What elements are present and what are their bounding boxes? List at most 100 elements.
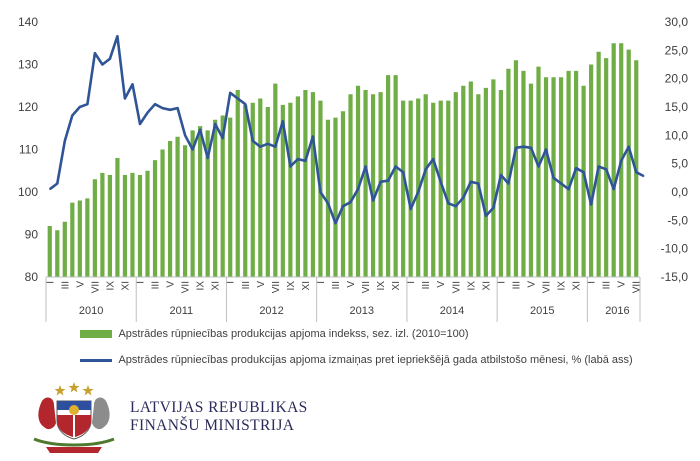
- bar-77: [626, 49, 631, 277]
- left-axis-tick-1: 90: [25, 228, 39, 242]
- line-point-57: [477, 182, 479, 185]
- month-label-2013-4: V: [346, 281, 357, 288]
- month-label-2013-2: III: [331, 281, 342, 289]
- line-point-25: [237, 97, 239, 100]
- bar-71: [581, 85, 586, 277]
- month-label-2015-6: VII: [542, 281, 553, 293]
- bar-69: [566, 70, 571, 277]
- month-label-2011-4: V: [166, 281, 177, 288]
- month-label-2011-0: I: [135, 281, 146, 284]
- bar-29: [265, 107, 270, 277]
- bar-31: [280, 104, 285, 277]
- right-axis-tick-8: 25,0: [665, 43, 689, 57]
- bar-47: [401, 100, 406, 277]
- right-axis-tick-4: 5,0: [671, 157, 688, 171]
- bar-46: [393, 75, 398, 277]
- bar-14: [152, 160, 158, 277]
- bar-73: [596, 51, 601, 277]
- line-point-11: [131, 83, 134, 85]
- line-point-47: [402, 171, 404, 173]
- bar-63: [521, 70, 526, 277]
- bar-23: [220, 115, 225, 277]
- bar-7: [100, 172, 105, 277]
- line-point-36: [319, 191, 322, 193]
- line-point-50: [425, 168, 427, 170]
- month-label-2011-8: IX: [196, 281, 207, 291]
- bar-54: [453, 92, 458, 277]
- line-point-64: [530, 147, 532, 149]
- line-point-32: [289, 165, 291, 168]
- month-label-2014-4: V: [436, 281, 447, 288]
- month-label-2013-10: XI: [391, 281, 402, 290]
- bar-74: [604, 58, 609, 277]
- line-point-26: [244, 103, 246, 105]
- bar-39: [340, 111, 346, 277]
- right-axis-tick-3: 0,0: [671, 185, 688, 199]
- bar-19: [190, 130, 195, 277]
- left-axis-tick-3: 110: [19, 143, 38, 157]
- line-point-3: [71, 114, 73, 117]
- line-point-73: [598, 165, 600, 168]
- line-point-69: [567, 188, 570, 190]
- bar-3: [70, 202, 75, 277]
- line-point-46: [395, 165, 397, 168]
- line-point-55: [462, 197, 464, 199]
- bar-5: [85, 198, 90, 277]
- bar-75: [611, 43, 616, 277]
- bar-34: [303, 90, 308, 277]
- bar-11: [130, 172, 135, 277]
- month-label-2016-4: V: [617, 281, 628, 288]
- line-point-9: [116, 35, 119, 37]
- month-label-2012-6: VII: [271, 281, 282, 293]
- bar-49: [416, 98, 421, 277]
- right-axis-tick-5: 10,0: [665, 128, 689, 142]
- month-label-2014-2: III: [421, 281, 432, 289]
- month-label-2016-0: I: [587, 281, 598, 284]
- bar-21: [205, 130, 210, 277]
- line-point-33: [297, 158, 299, 160]
- coat-of-arms-logo: [33, 382, 115, 453]
- line-point-51: [432, 158, 434, 160]
- line-point-29: [267, 143, 269, 145]
- line-point-56: [470, 181, 472, 183]
- bar-65: [536, 66, 541, 277]
- line-point-6: [94, 52, 96, 54]
- bar-52: [438, 100, 443, 277]
- right-axis-tick-0: -15,0: [661, 270, 689, 284]
- month-label-2012-4: V: [256, 281, 267, 288]
- line-point-39: [342, 205, 344, 207]
- line-point-2: [64, 140, 66, 142]
- month-label-2014-0: I: [406, 281, 417, 284]
- bar-24: [228, 117, 233, 277]
- year-label-2011: 2011: [170, 305, 194, 317]
- year-label-2016: 2016: [605, 305, 629, 317]
- bar-28: [258, 98, 263, 277]
- bar-40: [348, 94, 353, 277]
- bar-60: [498, 90, 504, 277]
- chart: 80 90 100 110 120 130 140 -15,0 -10,0 -5,0 0,0 5,0 1…: [18, 15, 689, 322]
- line-point-34: [304, 160, 307, 162]
- bar-16: [167, 141, 173, 277]
- line-point-10: [124, 97, 126, 100]
- line-point-48: [410, 208, 412, 210]
- bar-72: [589, 64, 594, 277]
- right-axis-tick-9: 30,0: [665, 15, 689, 29]
- line-point-60: [500, 174, 502, 176]
- month-label-2014-10: XI: [481, 281, 492, 290]
- bar-43: [370, 94, 376, 277]
- bar-10: [122, 175, 128, 277]
- bar-41: [355, 85, 361, 277]
- month-label-2010-10: XI: [120, 281, 131, 290]
- month-label-2013-6: VII: [361, 281, 372, 293]
- line-point-8: [109, 58, 111, 60]
- bar-12: [137, 175, 143, 277]
- line-point-44: [379, 181, 382, 183]
- month-label-2016-6: VII: [632, 281, 643, 293]
- line-point-45: [387, 180, 389, 182]
- year-label-2012: 2012: [259, 305, 283, 317]
- legend-bar-label: Apstrādes rūpniecības produkcijas apjoma…: [118, 328, 469, 340]
- right-axis-tick-7: 20,0: [665, 72, 689, 86]
- month-label-2015-2: III: [511, 281, 522, 289]
- line-point-74: [605, 168, 607, 170]
- line-point-19: [192, 148, 194, 151]
